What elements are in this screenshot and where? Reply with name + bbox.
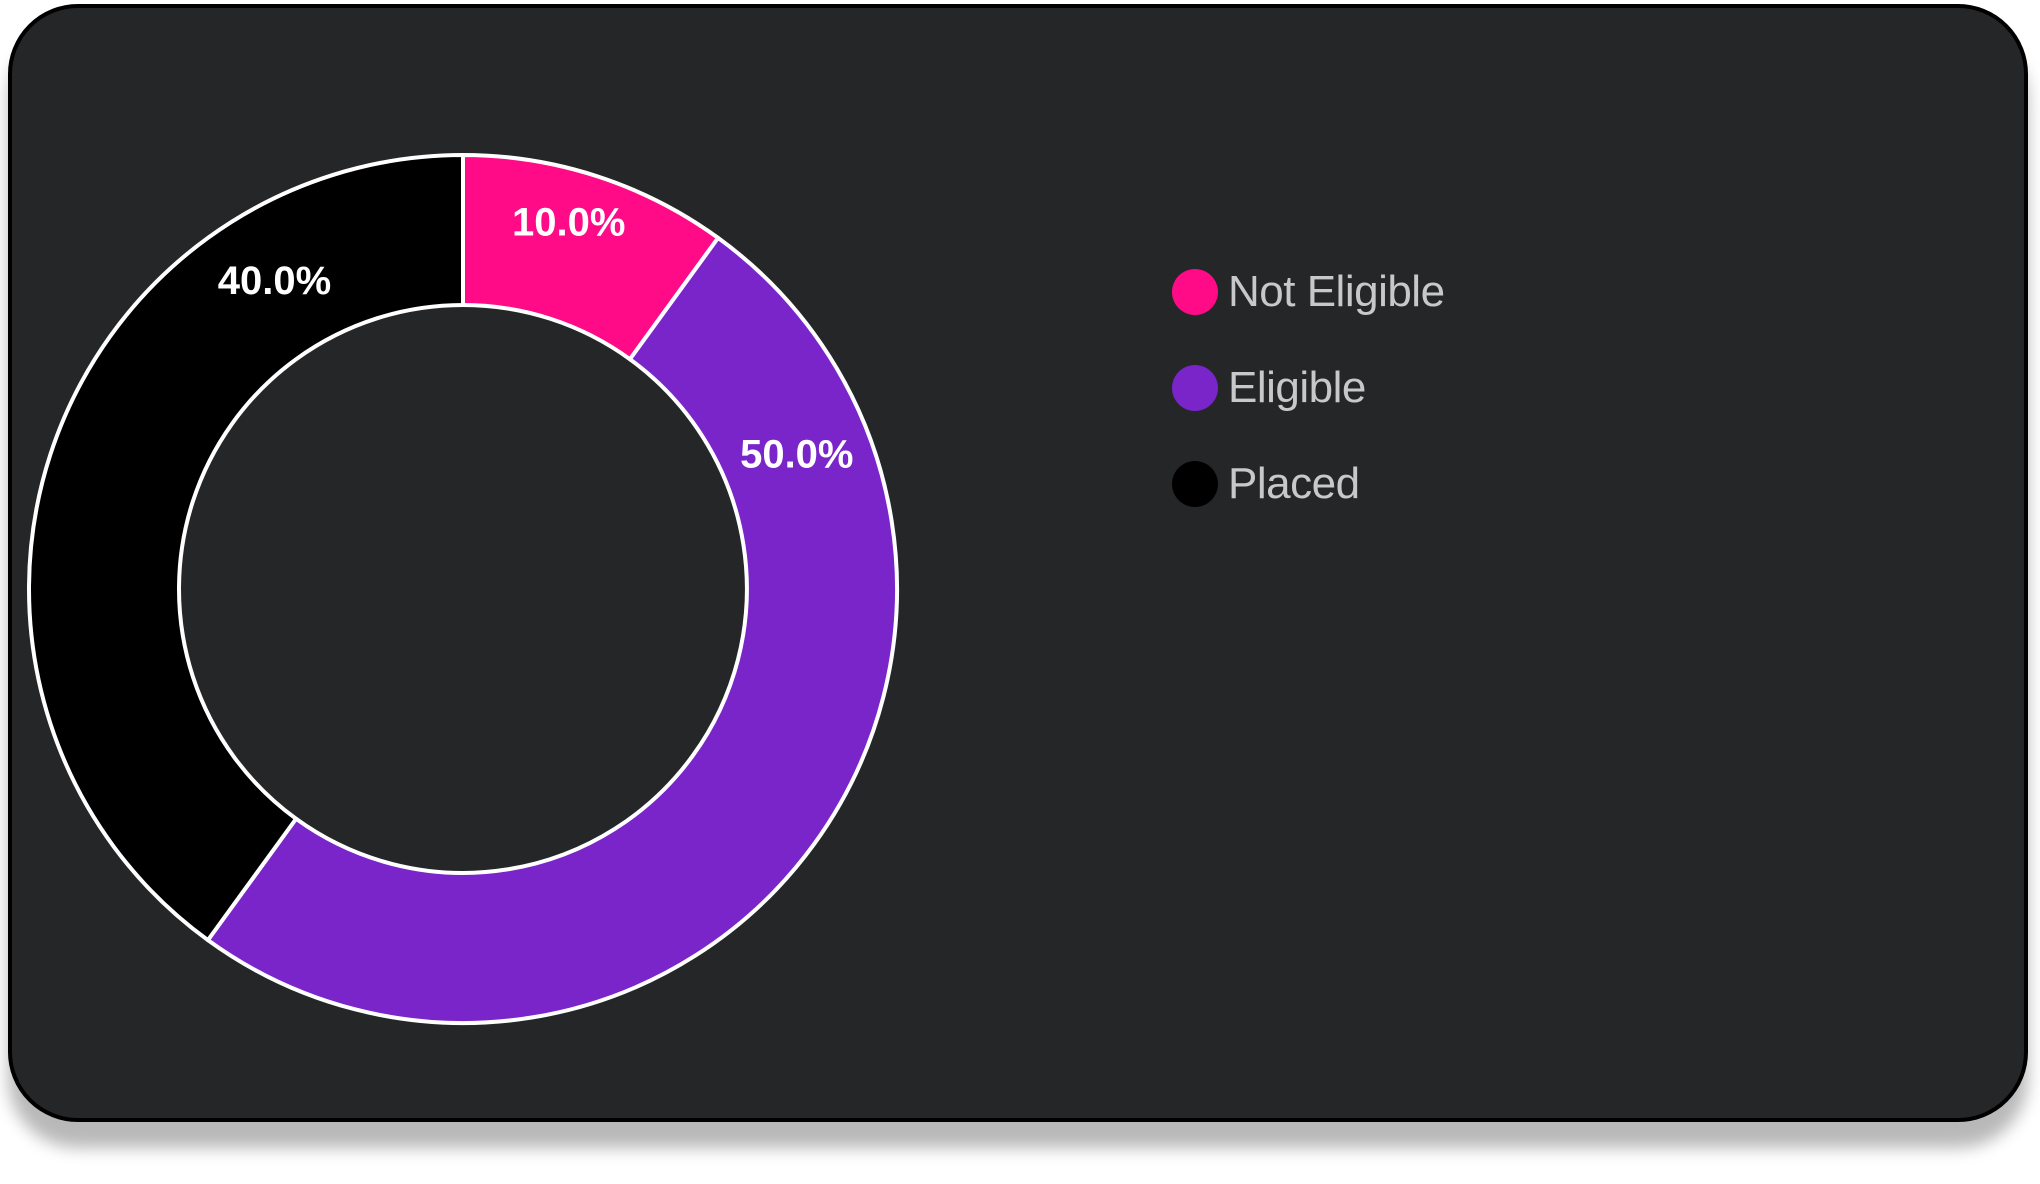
slice-placed[interactable] <box>27 153 465 943</box>
legend-label-not-eligible: Not Eligible <box>1228 267 1445 316</box>
legend-swatch-eligible <box>1172 365 1218 411</box>
slice-label-eligible: 50.0% <box>740 432 853 476</box>
chart-card: 10.0% 50.0% 40.0% Not Eligible Eligible Plac… <box>8 4 2028 1122</box>
legend-swatch-not-eligible <box>1172 269 1218 315</box>
slice-label-not-eligible: 10.0% <box>512 201 625 245</box>
chart-legend: Not Eligible Eligible Placed <box>1172 244 1445 532</box>
slice-eligible[interactable] <box>205 235 899 1025</box>
legend-item-not-eligible[interactable]: Not Eligible <box>1172 244 1445 340</box>
legend-swatch-placed <box>1172 461 1218 507</box>
legend-label-placed: Placed <box>1228 459 1360 508</box>
legend-label-eligible: Eligible <box>1228 363 1366 412</box>
slice-label-placed: 40.0% <box>218 259 331 303</box>
legend-item-eligible[interactable]: Eligible <box>1172 340 1445 436</box>
legend-item-placed[interactable]: Placed <box>1172 436 1445 532</box>
donut-chart: 10.0% 50.0% 40.0% <box>27 153 899 1025</box>
